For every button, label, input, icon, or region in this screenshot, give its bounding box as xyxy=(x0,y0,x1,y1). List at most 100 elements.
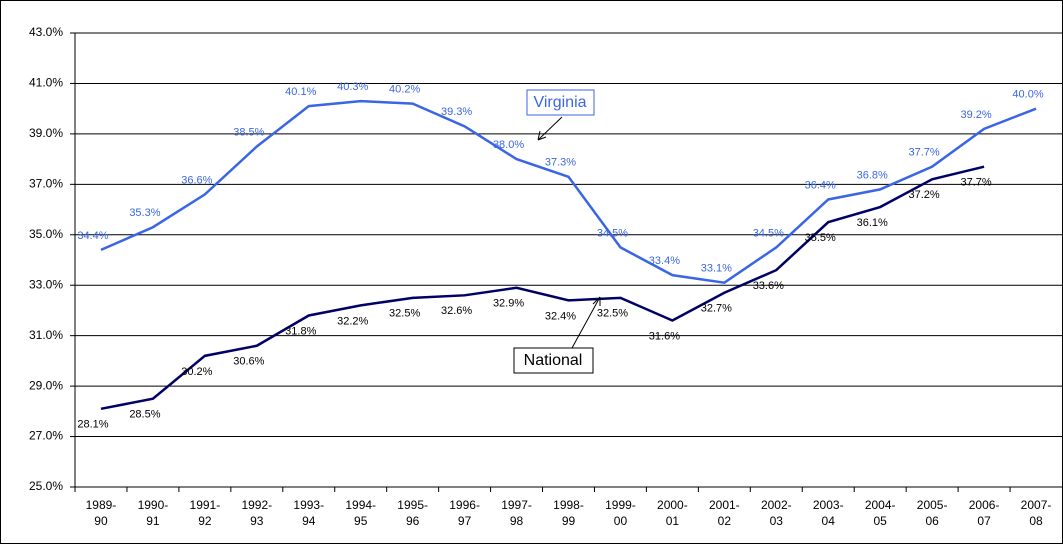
x-tick-line: 1991- xyxy=(190,498,221,512)
x-tick-line: 92 xyxy=(198,514,212,528)
x-tick-line: 04 xyxy=(822,514,836,528)
y-tick-label: 35.0% xyxy=(29,227,63,241)
series-line xyxy=(100,165,985,411)
data-label: 34.5% xyxy=(597,227,628,239)
data-label: 35.5% xyxy=(805,232,836,244)
x-tick-line: 03 xyxy=(770,514,784,528)
x-tick-line: 1995- xyxy=(397,498,428,512)
x-tick-line: 1989- xyxy=(86,498,117,512)
data-label: 35.3% xyxy=(129,207,160,219)
data-label: 36.4% xyxy=(805,179,836,191)
x-tick-line: 1999- xyxy=(605,498,636,512)
x-tick-label: 2000- 01 xyxy=(657,498,688,528)
x-tick-label: 1992- 93 xyxy=(241,498,272,528)
x-tick-label: 1990- 91 xyxy=(138,498,169,528)
x-tick-line: 95 xyxy=(354,514,368,528)
data-label: 30.6% xyxy=(233,356,264,368)
data-label: 31.8% xyxy=(285,325,316,337)
x-tick-label: 1995- 96 xyxy=(397,498,428,528)
data-label: 28.5% xyxy=(129,409,160,421)
x-tick-label: 2004- 05 xyxy=(865,498,896,528)
x-tick-line: 2001- xyxy=(709,498,740,512)
x-tick-label: 1999- 00 xyxy=(605,498,636,528)
data-label: 34.4% xyxy=(77,230,108,242)
x-tick-line: 05 xyxy=(874,514,888,528)
series-name: Virginia xyxy=(533,94,586,111)
x-tick-line: 1998- xyxy=(553,498,584,512)
x-tick-line: 98 xyxy=(510,514,524,528)
x-tick-label: 1996- 97 xyxy=(449,498,480,528)
y-tick-label: 25.0% xyxy=(29,479,63,493)
x-tick-line: 90 xyxy=(94,514,108,528)
data-label: 40.2% xyxy=(389,84,420,96)
x-tick-line: 07 xyxy=(977,514,991,528)
data-label: 38.0% xyxy=(493,139,524,151)
data-label: 32.7% xyxy=(701,303,732,315)
x-tick-label: 1994- 95 xyxy=(345,498,376,528)
x-tick-line: 01 xyxy=(666,514,680,528)
y-tick-label: 41.0% xyxy=(29,76,63,90)
data-label: 28.1% xyxy=(77,419,108,431)
callout-box xyxy=(513,347,594,374)
series-name: National xyxy=(524,352,583,369)
x-tick-line: 97 xyxy=(458,514,472,528)
y-tick-label: 43.0% xyxy=(29,25,63,39)
data-label: 31.6% xyxy=(649,330,680,342)
x-tick-line: 06 xyxy=(925,514,939,528)
y-tick-label: 33.0% xyxy=(29,277,63,291)
x-tick-line: 94 xyxy=(302,514,316,528)
x-tick-line: 02 xyxy=(718,514,732,528)
y-tick-label: 39.0% xyxy=(29,126,63,140)
y-tick-label: 31.0% xyxy=(29,328,63,342)
x-tick-line: 1992- xyxy=(241,498,272,512)
x-tick-line: 1997- xyxy=(501,498,532,512)
x-tick-line: 96 xyxy=(406,514,420,528)
arrow-head xyxy=(537,130,547,141)
x-tick-line: 1993- xyxy=(293,498,324,512)
x-tick-label: 2005- 06 xyxy=(917,498,948,528)
x-tick-line: 93 xyxy=(250,514,264,528)
arrow-head xyxy=(592,296,601,306)
data-label: 40.3% xyxy=(337,81,368,93)
x-tick-line: 00 xyxy=(614,514,628,528)
x-tick-line: 2007- xyxy=(1021,498,1052,512)
data-label: 36.8% xyxy=(857,169,888,181)
data-label: 40.1% xyxy=(285,86,316,98)
x-tick-label: 2006- 07 xyxy=(969,498,1000,528)
x-tick-label: 2002- 03 xyxy=(761,498,792,528)
x-tick-line: 2002- xyxy=(761,498,792,512)
data-label: 37.2% xyxy=(909,189,940,201)
y-tick-label: 37.0% xyxy=(29,177,63,191)
x-tick-line: 2006- xyxy=(969,498,1000,512)
data-label: 32.2% xyxy=(337,315,368,327)
x-tick-label: 1989- 90 xyxy=(86,498,117,528)
data-label: 38.5% xyxy=(233,126,264,138)
data-label: 32.5% xyxy=(597,308,628,320)
x-tick-label: 2003- 04 xyxy=(813,498,844,528)
data-label: 34.5% xyxy=(753,227,784,239)
data-label: 37.7% xyxy=(909,147,940,159)
data-label: 39.3% xyxy=(441,106,472,118)
callout-arrow xyxy=(537,116,563,141)
data-label: 33.4% xyxy=(649,255,680,267)
data-label: 32.9% xyxy=(493,298,524,310)
data-label: 36.1% xyxy=(857,217,888,229)
data-label: 36.6% xyxy=(181,174,212,186)
x-tick-line: 2005- xyxy=(917,498,948,512)
data-label: 37.3% xyxy=(545,157,576,169)
callout-box xyxy=(526,89,595,116)
x-tick-label: 1993- 94 xyxy=(293,498,324,528)
x-tick-label: 2001- 02 xyxy=(709,498,740,528)
series-line xyxy=(100,99,1037,285)
x-tick-label: 1997- 98 xyxy=(501,498,532,528)
x-tick-line: 1996- xyxy=(449,498,480,512)
x-tick-label: 1991- 92 xyxy=(190,498,221,528)
x-tick-line: 1990- xyxy=(138,498,169,512)
data-label: 33.1% xyxy=(701,263,732,275)
x-tick-line: 99 xyxy=(562,514,576,528)
x-tick-line: 2003- xyxy=(813,498,844,512)
x-tick-line: 1994- xyxy=(345,498,376,512)
